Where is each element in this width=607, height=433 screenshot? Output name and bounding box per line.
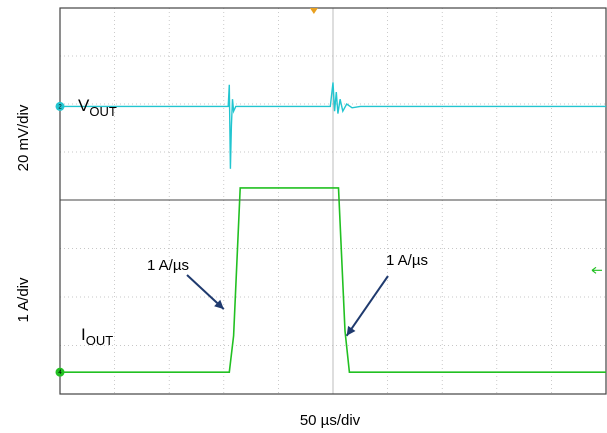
iout-channel-marker-label: 4 <box>58 370 62 376</box>
falling-slew-annotation: 1 A/µs <box>386 252 428 269</box>
vout-channel-marker <box>55 101 65 111</box>
y-axis-label-bottom: 1 A/div <box>15 277 32 323</box>
vout-channel-marker-label: 2 <box>58 104 62 110</box>
vout-label-main: V <box>78 96 90 115</box>
iout-trace <box>60 187 606 373</box>
rising-slew-arrow <box>186 274 225 310</box>
offscreen-indicator <box>591 266 602 274</box>
x-axis-label: 50 µs/div <box>300 412 361 429</box>
iout-series-label: IOUT <box>81 325 113 348</box>
rising-slew-annotation: 1 A/µs <box>147 257 189 274</box>
iout-channel-marker <box>55 367 65 377</box>
vout-series-label: VOUT <box>78 96 117 119</box>
vout-trace <box>60 82 606 169</box>
falling-arrow-head <box>346 325 356 336</box>
trigger-marker <box>309 8 318 14</box>
y-axis-label-top: 20 mV/div <box>15 104 32 171</box>
plot-frame <box>59 7 607 395</box>
rising-arrow-head <box>214 299 224 310</box>
iout-label-main: I <box>81 325 86 344</box>
falling-arrow-shaft <box>345 275 389 337</box>
falling-slew-arrow <box>345 275 389 337</box>
iout-label-sub: OUT <box>86 333 114 348</box>
grid-lines <box>60 8 606 394</box>
vout-label-sub: OUT <box>89 104 117 119</box>
